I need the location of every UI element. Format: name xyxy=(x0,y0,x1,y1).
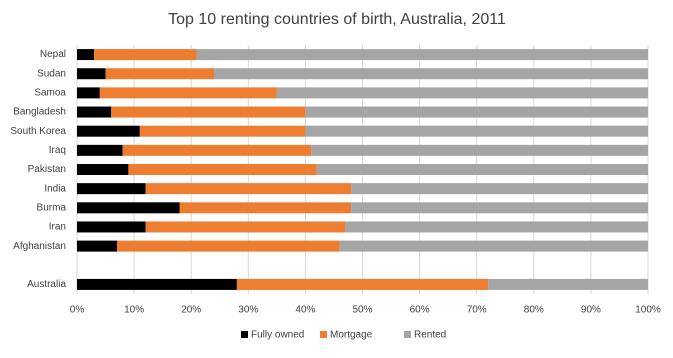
x-tick-label: 100% xyxy=(635,305,661,316)
bar-segment xyxy=(77,278,237,290)
bar-segment xyxy=(145,221,346,233)
bar-segment xyxy=(77,106,112,118)
x-tick-label: 0% xyxy=(70,305,85,316)
bar-segment xyxy=(488,278,648,290)
bar-segment xyxy=(345,221,648,233)
bar-segment xyxy=(316,164,648,175)
bar-segment xyxy=(77,202,180,214)
x-tick-label: 30% xyxy=(238,305,258,316)
x-tick-label: 10% xyxy=(124,305,144,316)
y-tick-label: Samoa xyxy=(34,88,66,99)
bar-segment xyxy=(196,49,648,61)
bar-segment xyxy=(77,183,146,195)
bar-segment xyxy=(276,87,648,99)
legend-swatch xyxy=(241,331,248,338)
bar-segment xyxy=(111,106,306,118)
bar-segment xyxy=(77,240,117,252)
bar-segment xyxy=(351,183,648,195)
y-tick-label: India xyxy=(44,183,66,194)
y-tick-label: South Korea xyxy=(10,126,66,137)
x-tick-label: 40% xyxy=(295,305,315,316)
x-tick-label: 90% xyxy=(581,305,601,316)
bar-segment xyxy=(99,87,277,99)
bar-segment xyxy=(105,68,215,80)
bar-segment xyxy=(128,164,317,175)
y-tick-label: Bangladesh xyxy=(13,107,66,118)
legend-swatch xyxy=(404,331,411,338)
bar-segment xyxy=(77,49,95,61)
bar-segment xyxy=(77,144,123,156)
bar-segment xyxy=(77,87,100,99)
bar-segment xyxy=(311,144,648,156)
bar-segment xyxy=(236,278,489,290)
bar-segment xyxy=(116,240,340,252)
y-tick-label: Sudan xyxy=(37,68,66,79)
bar-segment xyxy=(139,125,306,137)
y-tick-label: Iran xyxy=(49,222,66,233)
bar-segment xyxy=(179,202,352,214)
y-tick-label: Pakistan xyxy=(28,164,66,175)
x-tick-label: 20% xyxy=(181,305,201,316)
x-tick-label: 80% xyxy=(524,305,544,316)
bar-segment xyxy=(305,106,648,118)
bar-segment xyxy=(122,144,312,156)
bar-segment xyxy=(351,202,648,214)
y-tick-label: Burma xyxy=(37,202,67,213)
y-tick-label: Iraq xyxy=(49,145,66,156)
x-tick-label: 60% xyxy=(410,305,430,316)
x-tick-label: 50% xyxy=(352,305,372,316)
bar-segment xyxy=(339,240,648,252)
bar-segment xyxy=(214,68,649,80)
y-tick-label: Australia xyxy=(27,279,66,290)
bar-segment xyxy=(94,49,197,61)
y-tick-label: Nepal xyxy=(40,49,66,60)
bar-segment xyxy=(145,183,352,195)
bar-segment xyxy=(77,68,106,80)
bar-segment xyxy=(77,164,129,175)
legend-label: Mortgage xyxy=(330,330,373,341)
chart-title: Top 10 renting countries of birth, Austr… xyxy=(168,11,506,28)
legend-label: Rented xyxy=(414,330,446,341)
x-tick-label: 70% xyxy=(467,305,487,316)
legend-label: Fully owned xyxy=(251,330,304,341)
y-tick-label: Afghanistan xyxy=(13,241,66,252)
legend-swatch xyxy=(320,331,327,338)
bar-segment xyxy=(77,221,146,233)
bar-segment xyxy=(305,125,648,137)
bar-segment xyxy=(77,125,140,137)
